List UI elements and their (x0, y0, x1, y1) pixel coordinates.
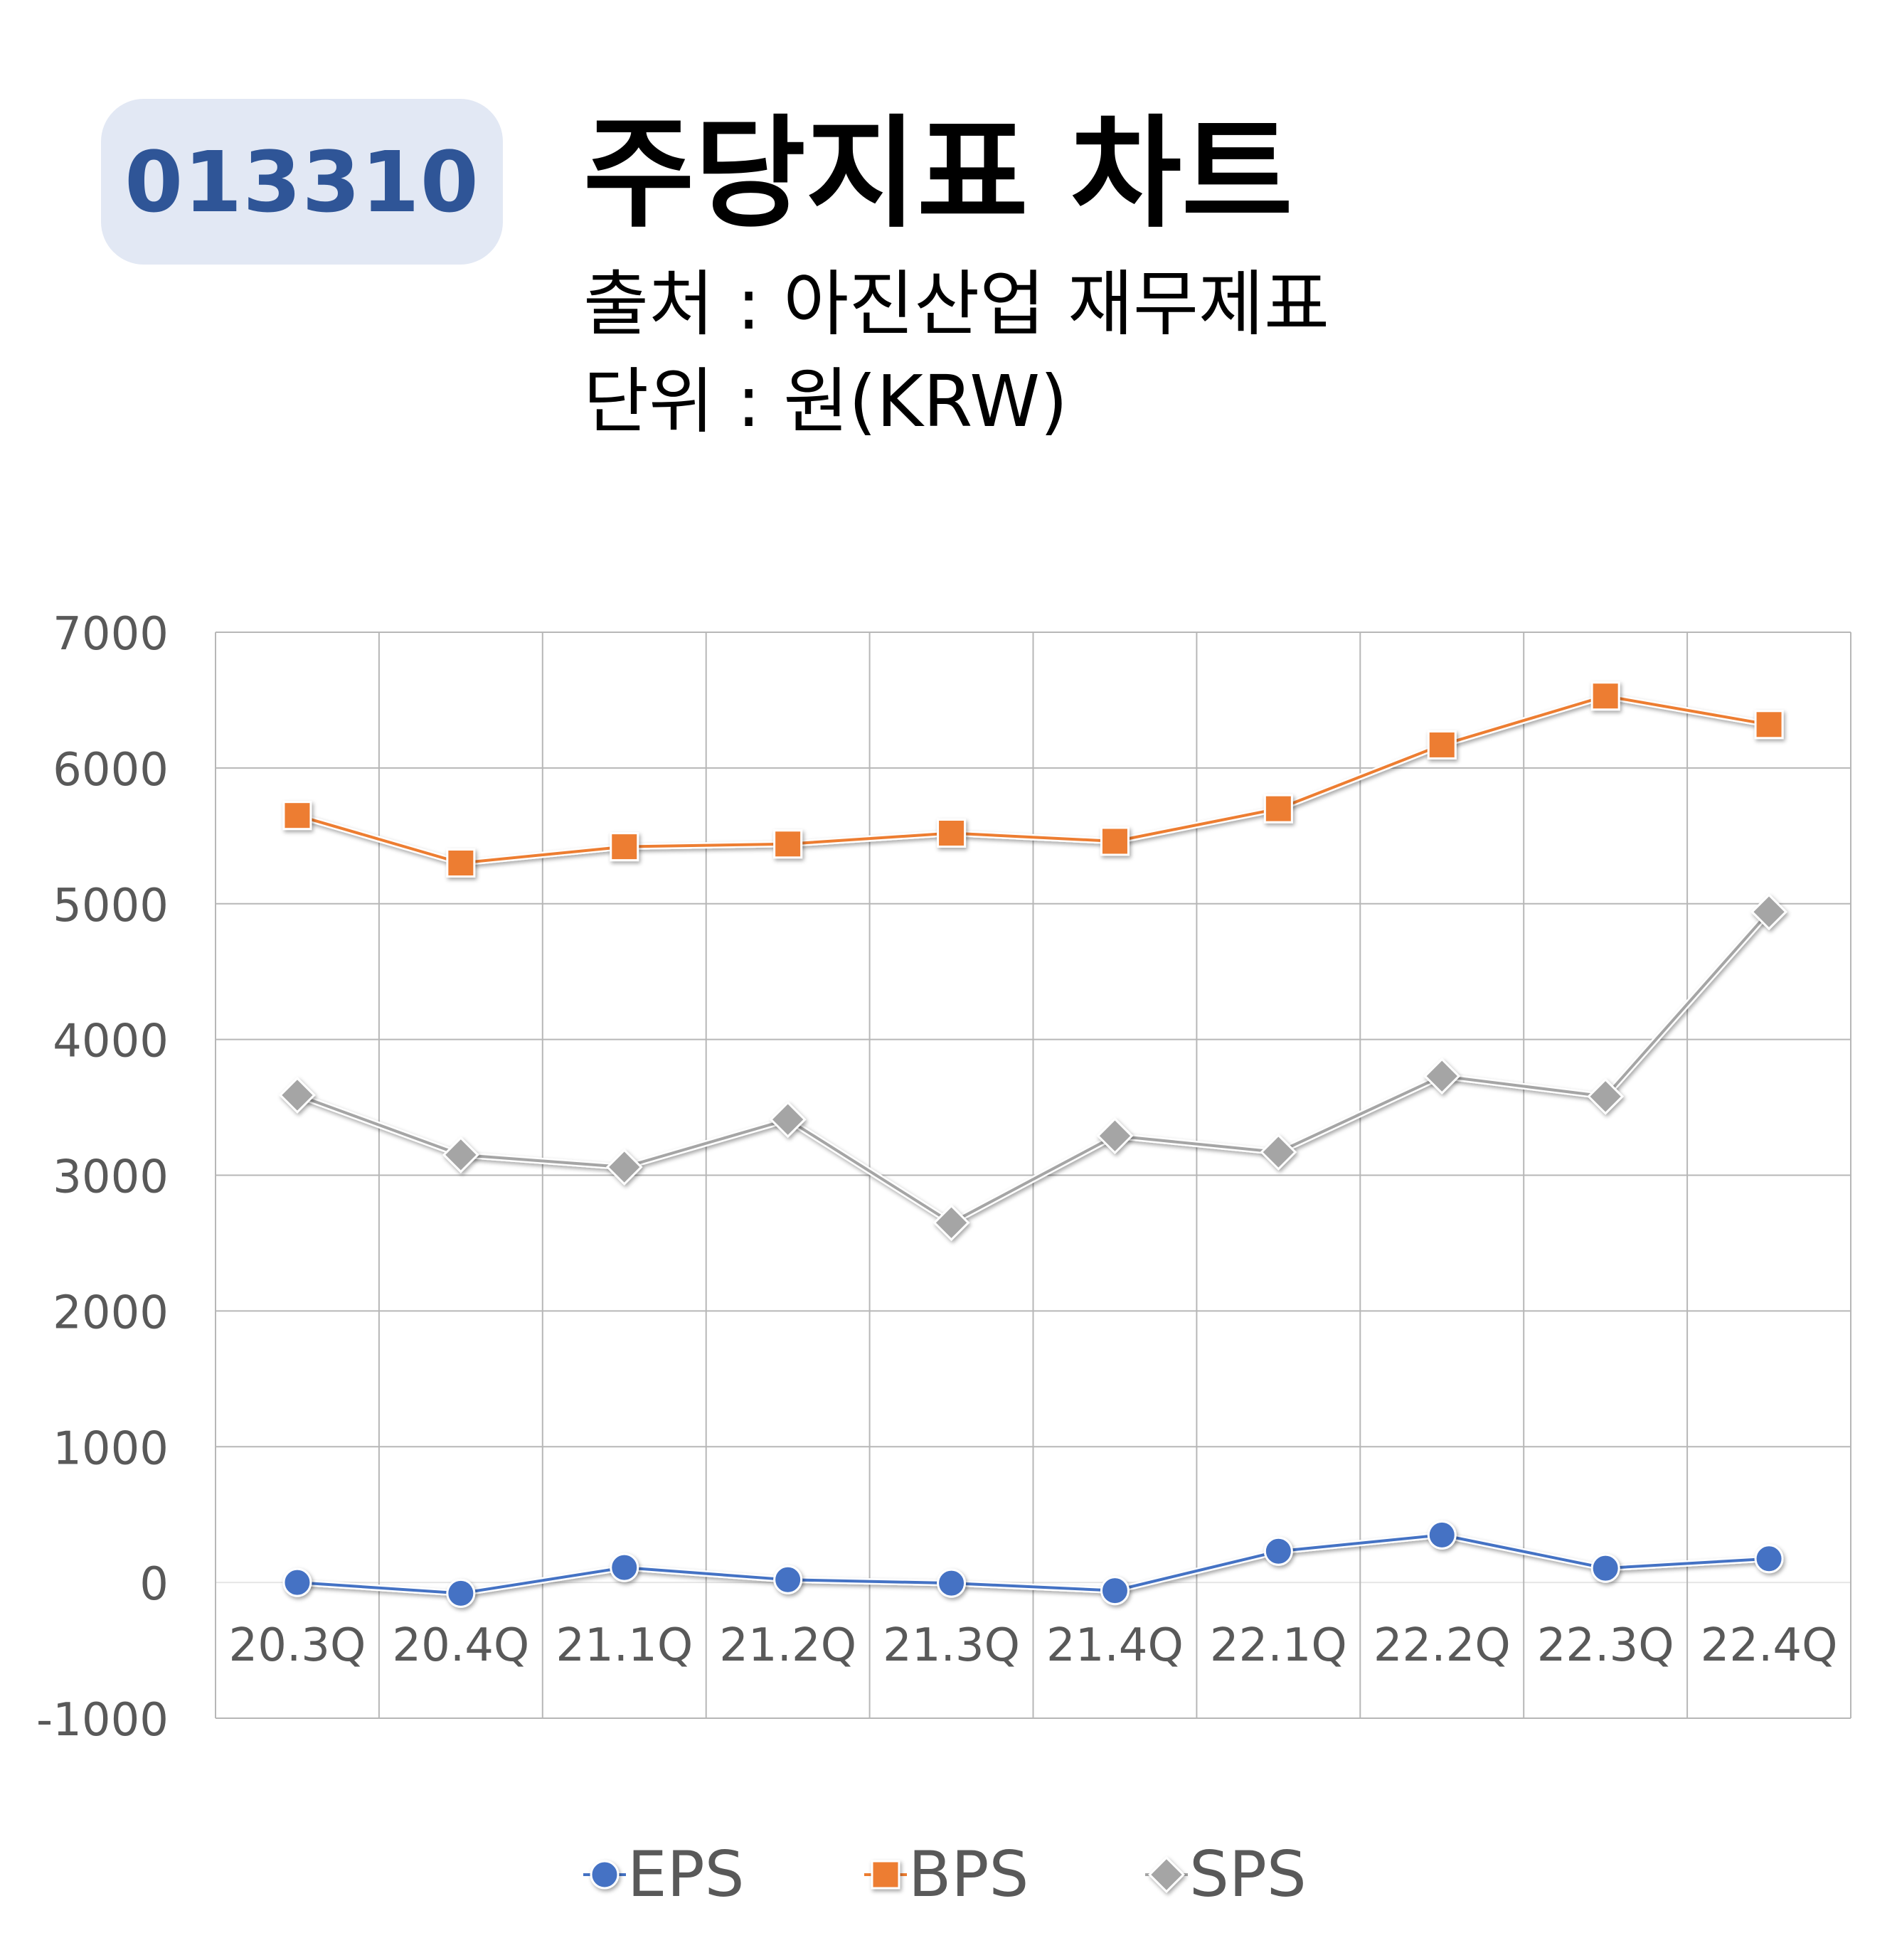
bps-point (773, 829, 803, 859)
bps-point (1754, 710, 1784, 740)
legend-eps-marker (590, 1860, 620, 1890)
y-tick-label: 6000 (53, 744, 169, 797)
y-tick-label: 3000 (53, 1151, 169, 1204)
bps-point (1590, 681, 1620, 711)
eps-point (446, 1578, 476, 1608)
sps-point (1587, 1077, 1625, 1115)
y-tick-label: 2000 (53, 1287, 169, 1339)
sps-point (1096, 1117, 1134, 1155)
legend-eps-label: EPS (627, 1838, 745, 1911)
x-tick-label: 21.1Q (556, 1619, 693, 1672)
x-tick-label: 20.3Q (229, 1619, 366, 1672)
chart-title: 주당지표 차트 (583, 104, 1293, 245)
bps-point (1263, 794, 1293, 824)
bps-point (610, 832, 639, 862)
x-tick-label: 22.1Q (1210, 1619, 1347, 1672)
y-tick-label: 7000 (53, 608, 169, 661)
y-tick-label: -1000 (36, 1694, 169, 1747)
sps-line (297, 910, 1770, 1225)
x-tick-label: 22.2Q (1373, 1619, 1511, 1672)
y-tick-label: 5000 (53, 880, 169, 932)
x-tick-label: 20.4Q (392, 1619, 529, 1672)
bps-point (446, 848, 476, 878)
bps-point (1100, 826, 1130, 856)
sps-point (1423, 1058, 1461, 1095)
eps-point (1754, 1544, 1784, 1574)
legend-sps-marker (1148, 1856, 1185, 1893)
x-tick-label: 21.2Q (719, 1619, 856, 1672)
x-tick-label: 21.4Q (1046, 1619, 1184, 1672)
sps-point (932, 1204, 970, 1242)
bps-point (1427, 730, 1457, 760)
eps-point (282, 1567, 312, 1597)
y-tick-label: 0 (139, 1558, 169, 1611)
x-tick-label: 22.4Q (1701, 1619, 1838, 1672)
sps-point (279, 1077, 316, 1114)
legend-bps-marker (871, 1860, 900, 1890)
legend-bps-label: BPS (908, 1838, 1029, 1911)
eps-point (1427, 1520, 1457, 1550)
eps-point (1263, 1536, 1293, 1566)
legend-sps-label: SPS (1189, 1838, 1307, 1911)
bps-point (937, 818, 967, 848)
bps-point (282, 801, 312, 831)
y-tick-label: 4000 (53, 1016, 169, 1068)
sps-point (769, 1101, 807, 1139)
bps-line (297, 694, 1770, 865)
sps-point (442, 1136, 479, 1173)
unit-text: 단위 : 원(KRW) (583, 360, 1068, 443)
eps-point (937, 1568, 967, 1598)
sps-point (1260, 1134, 1297, 1171)
eps-point (610, 1552, 639, 1582)
eps-point (1590, 1553, 1620, 1583)
x-tick-label: 22.3Q (1537, 1619, 1674, 1672)
sps-point (605, 1149, 643, 1186)
eps-point (1100, 1576, 1130, 1606)
sps-point (1750, 893, 1787, 931)
stock-code: 013310 (124, 132, 479, 231)
eps-point (773, 1565, 803, 1594)
source-text: 출처 : 아진산업 재무제표 (583, 262, 1330, 346)
y-tick-label: 1000 (53, 1422, 169, 1475)
x-tick-label: 21.3Q (883, 1619, 1020, 1672)
eps-line (297, 1533, 1770, 1595)
stock-code-badge: 013310 (101, 99, 503, 265)
